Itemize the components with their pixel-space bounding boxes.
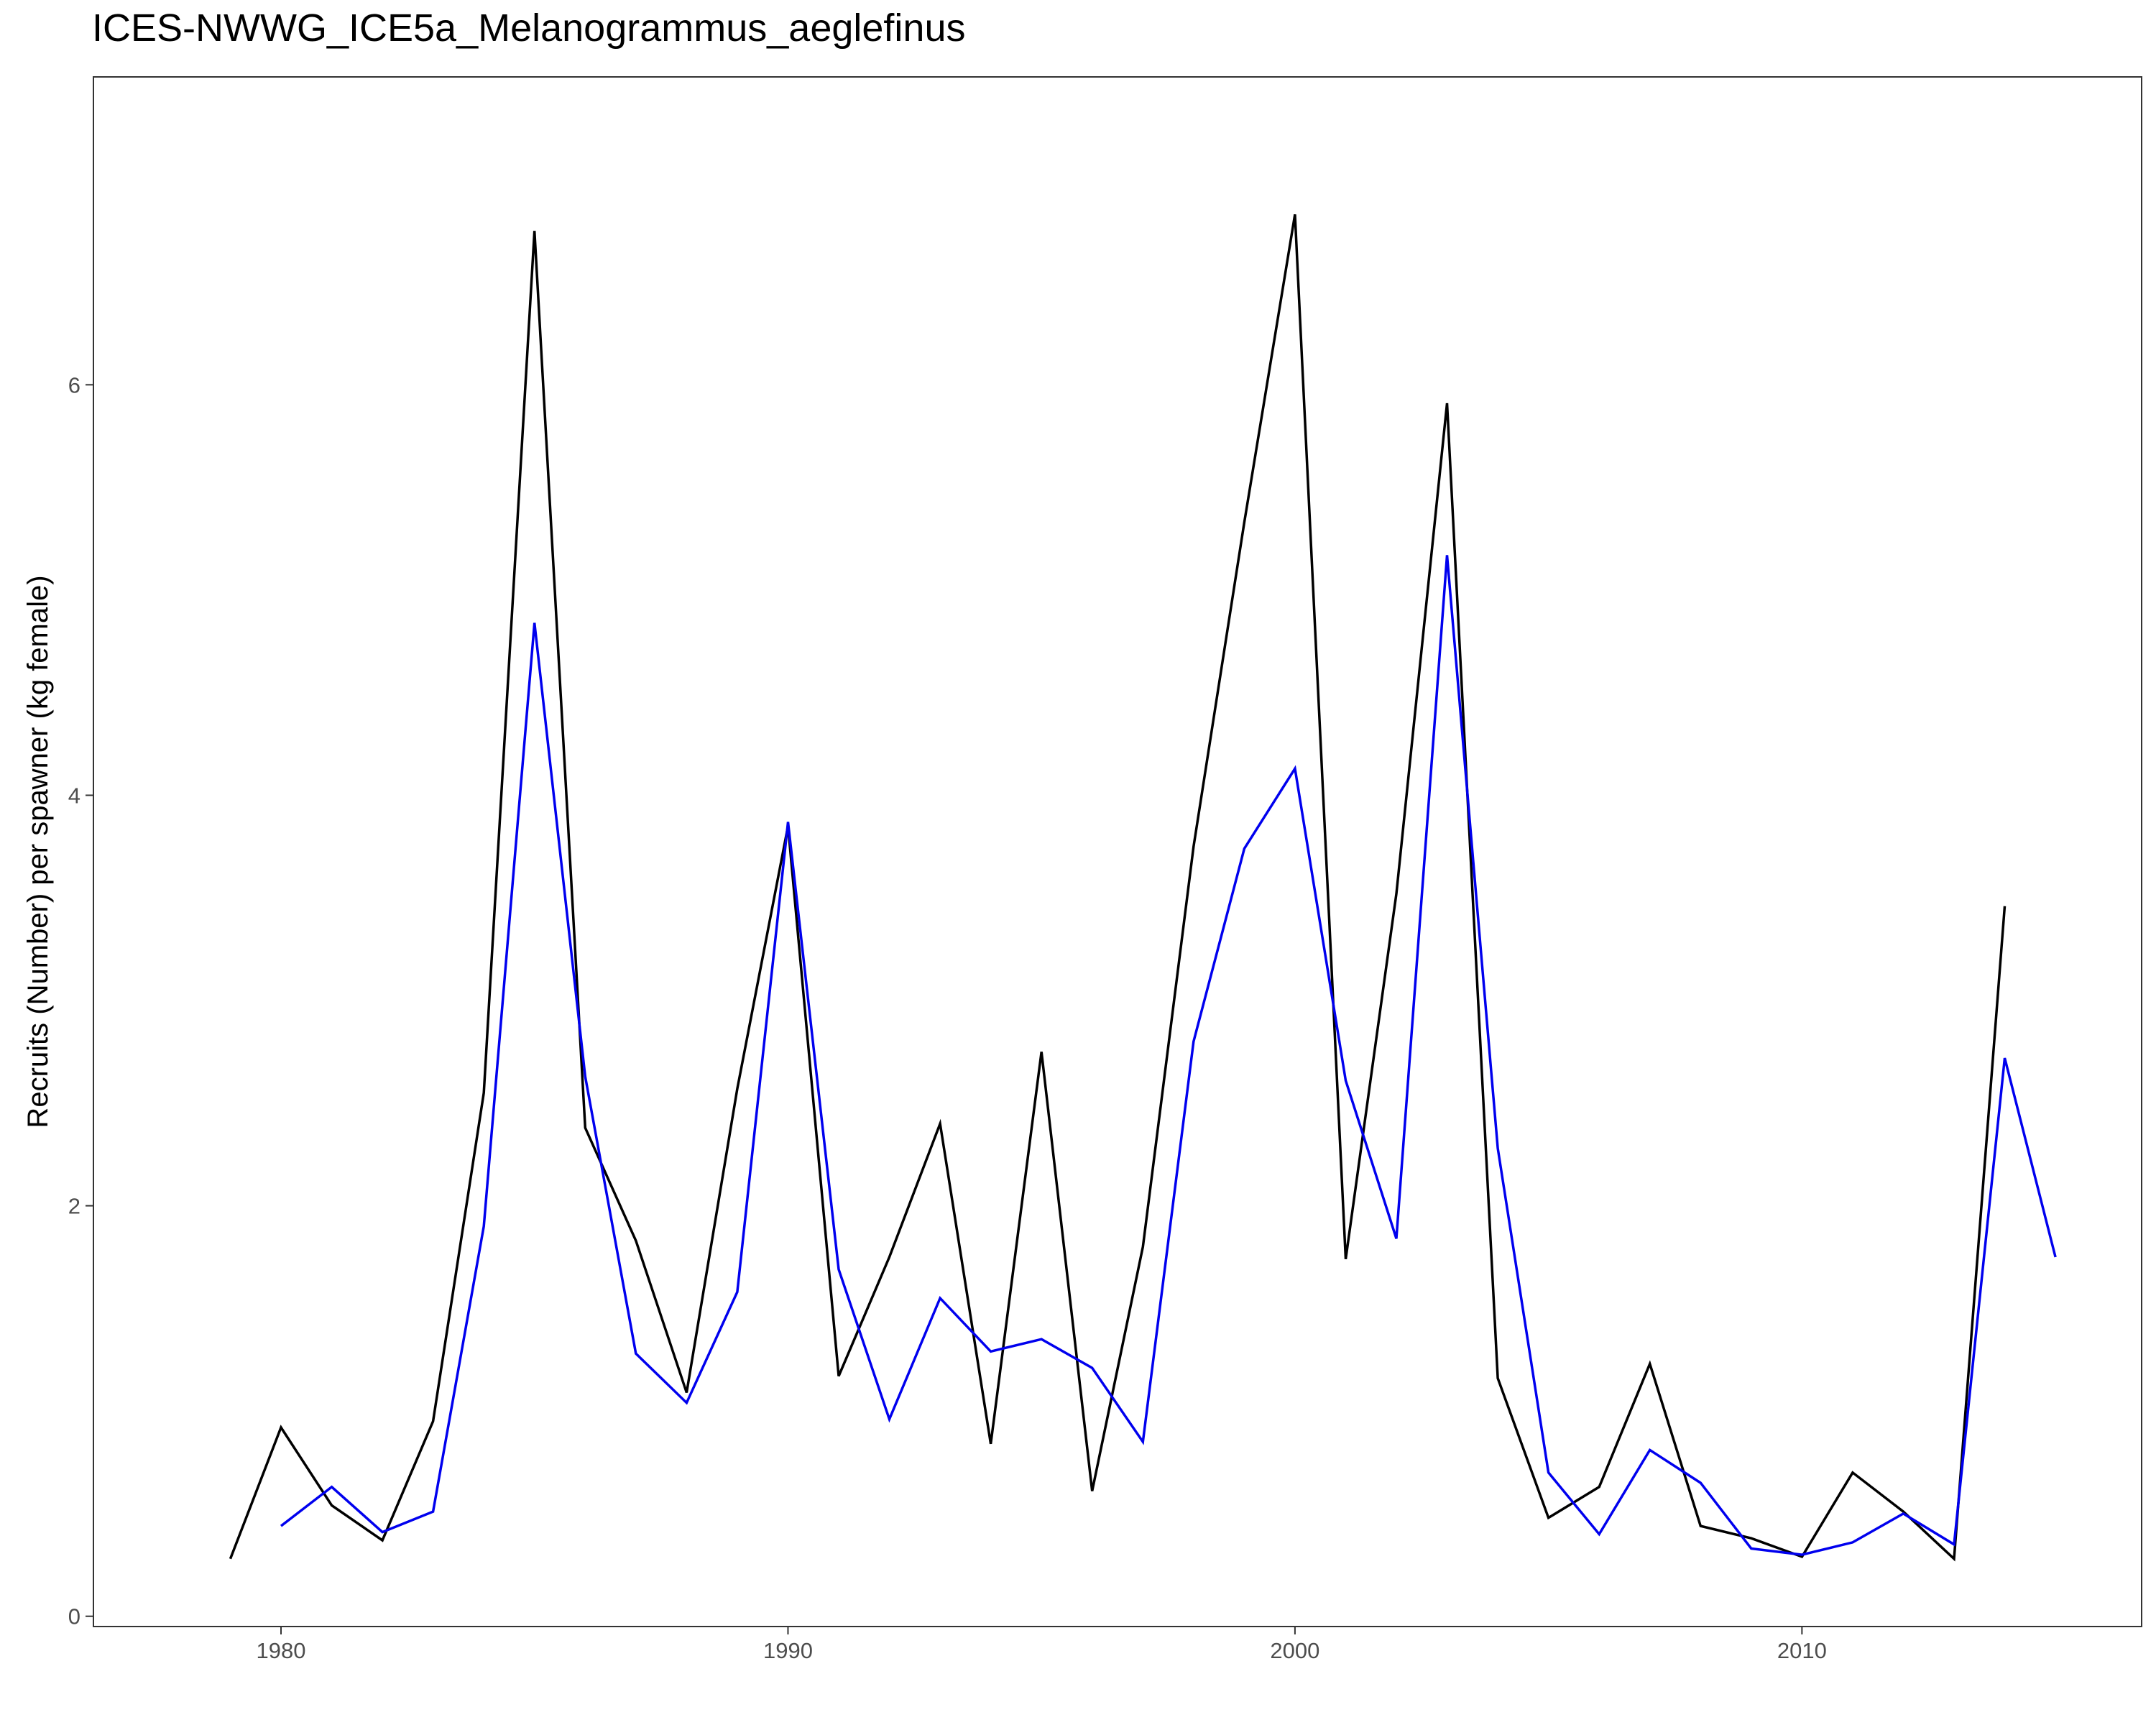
- series-line-0: [229, 214, 2007, 1562]
- plot-panel-border: [93, 76, 2142, 1627]
- y-tick-label-1: 2: [68, 1194, 80, 1219]
- y-tick-label-0: 0: [68, 1604, 80, 1629]
- x-tick-label-3: 2010: [1777, 1638, 1827, 1663]
- x-tick-label-2: 2000: [1270, 1638, 1319, 1663]
- y-tick-label-2: 4: [68, 783, 80, 808]
- x-tick-label-1: 1990: [763, 1638, 813, 1663]
- series-layer: [229, 214, 2057, 1562]
- series-line-1: [280, 555, 2057, 1556]
- x-tick-label-0: 1980: [257, 1638, 306, 1663]
- chart-title: ICES-NWWG_ICE5a_Melanogrammus_aeglefinus: [92, 6, 966, 50]
- y-tick-label-3: 6: [68, 372, 80, 397]
- y-axis-title: Recruits (Number) per spawner (kg female…: [22, 575, 54, 1128]
- x-axis: 1980 1990 2000 2010: [257, 1627, 1827, 1663]
- y-axis: 0 2 4 6: [68, 372, 93, 1629]
